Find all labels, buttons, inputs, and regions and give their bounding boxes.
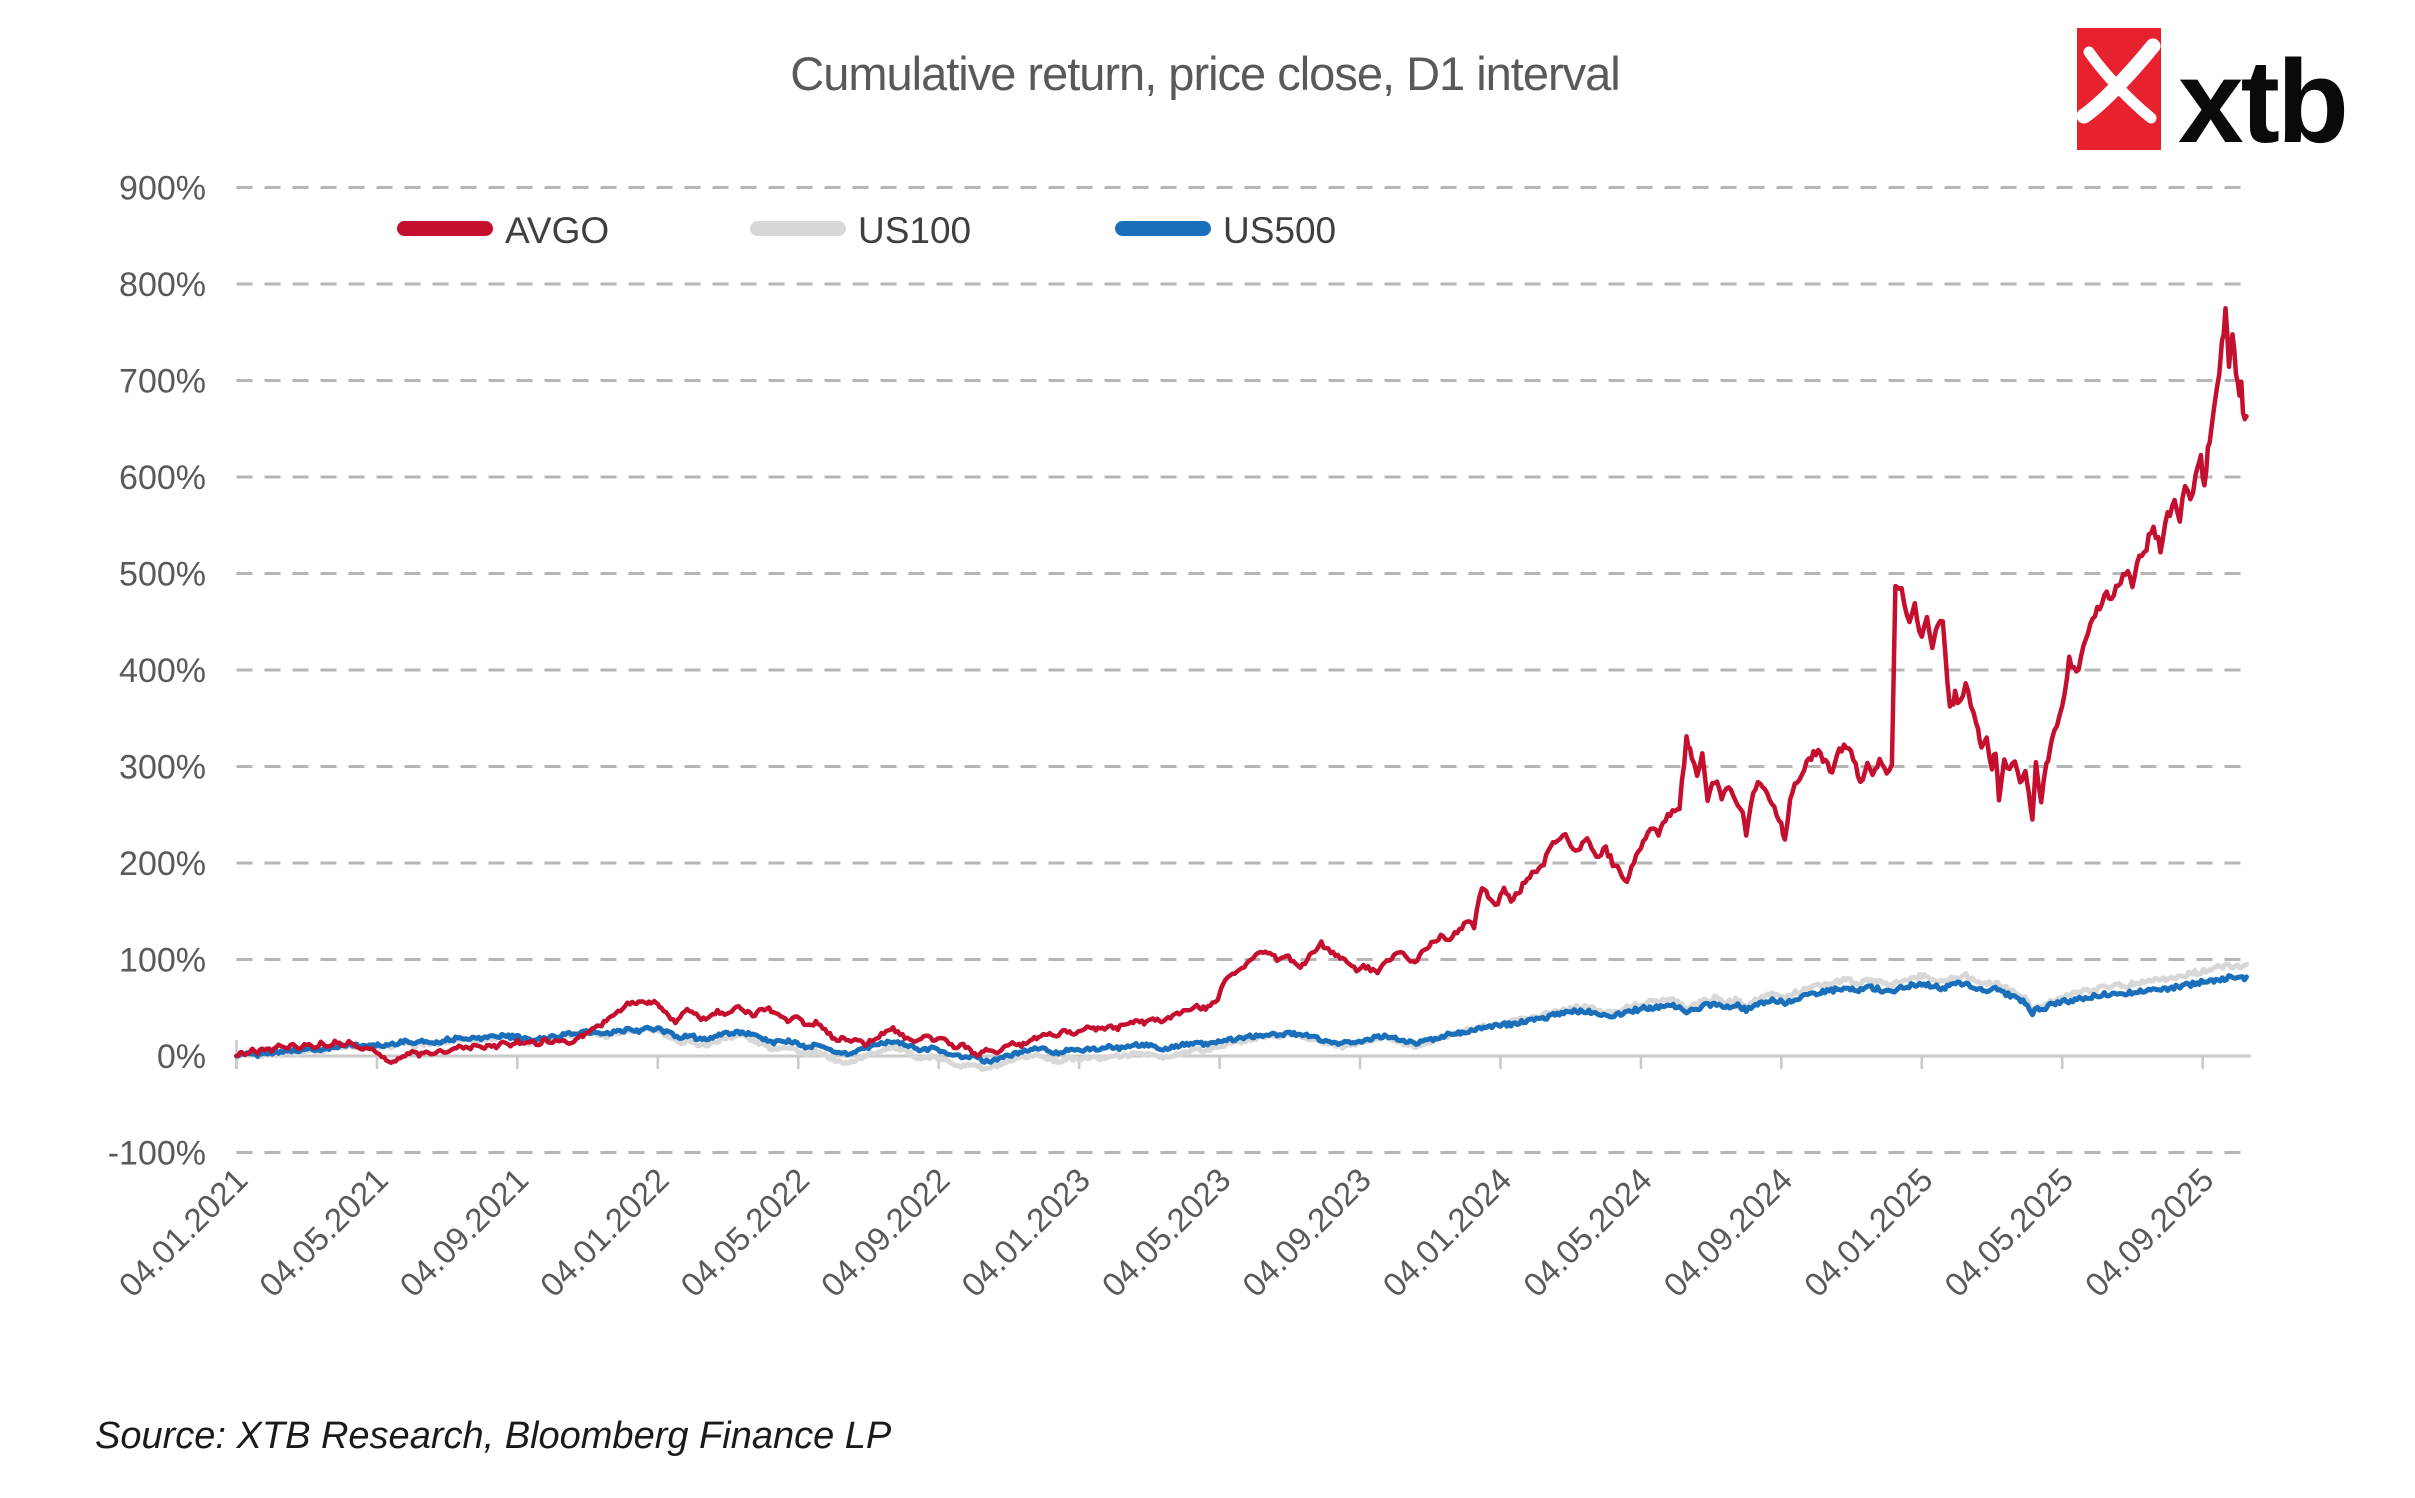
source-note: Source: XTB Research, Bloomberg Finance … [95,1415,892,1457]
y-tick-label: 400% [119,652,206,690]
chart-title: Cumulative return, price close, D1 inter… [790,47,1619,100]
y-tick-label: -100% [108,1135,206,1173]
x-tick-label: 04.05.2023 [1095,1161,1238,1304]
x-tick-label: 04.09.2024 [1656,1161,1799,1304]
xtb-logo: xtb [2076,28,2349,168]
xtb-swallow-icon [2083,46,2157,124]
avgo-line [234,306,2249,1065]
x-axis-labels: 04.01.202104.05.202104.09.202104.01.2022… [111,1161,2220,1304]
legend-item-us500: US500 [1115,210,1336,251]
y-axis-labels: 900% 800% 700% 600% 500% 400% 300% 200% 100% 0% -1… [108,170,206,1173]
legend-item-us100: US100 [750,210,971,251]
xtb-logo-text: xtb [2178,36,2346,168]
x-tick-label: 04.05.2024 [1516,1161,1659,1304]
x-tick-label: 04.09.2023 [1235,1161,1378,1304]
y-tick-label: 600% [119,459,206,497]
y-tick-label: 700% [119,363,206,401]
y-tick-label: 900% [119,170,206,208]
y-tick-label: 300% [119,749,206,787]
series-lines [234,306,2249,1073]
y-tick-label: 0% [157,1038,206,1076]
x-tick-label: 04.01.2022 [533,1161,676,1304]
axis-ticks [235,1040,2204,1069]
xtb-swallow-icon [2076,38,2161,124]
legend-swatch-avgo [397,221,493,236]
us100-line [234,961,2249,1073]
x-tick-label: 04.01.2021 [111,1161,254,1304]
x-tick-label: 04.01.2023 [954,1161,1097,1304]
gridlines [236,186,2251,1154]
x-tick-label: 04.09.2022 [814,1161,957,1304]
x-tick-label: 04.05.2021 [252,1161,395,1304]
x-tick-label: 04.01.2024 [1375,1161,1518,1304]
us500-line [234,973,2249,1065]
legend-label: AVGO [505,210,609,251]
legend: AVGO US100 US500 [397,210,1336,251]
legend-swatch-us100 [750,221,846,236]
x-tick-label: 04.05.2022 [673,1161,816,1304]
y-tick-label: 800% [119,266,206,304]
y-tick-label: 100% [119,942,206,980]
legend-swatch-us500 [1115,221,1211,236]
x-tick-label: 04.09.2021 [392,1161,535,1304]
x-tick-label: 04.09.2025 [2078,1161,2221,1304]
y-tick-label: 500% [119,556,206,594]
y-tick-label: 200% [119,845,206,883]
legend-label: US500 [1223,210,1336,251]
legend-item-avgo: AVGO [397,210,609,251]
x-tick-label: 04.05.2025 [1937,1161,2080,1304]
x-tick-label: 04.01.2025 [1797,1161,1940,1304]
legend-label: US100 [858,210,971,251]
